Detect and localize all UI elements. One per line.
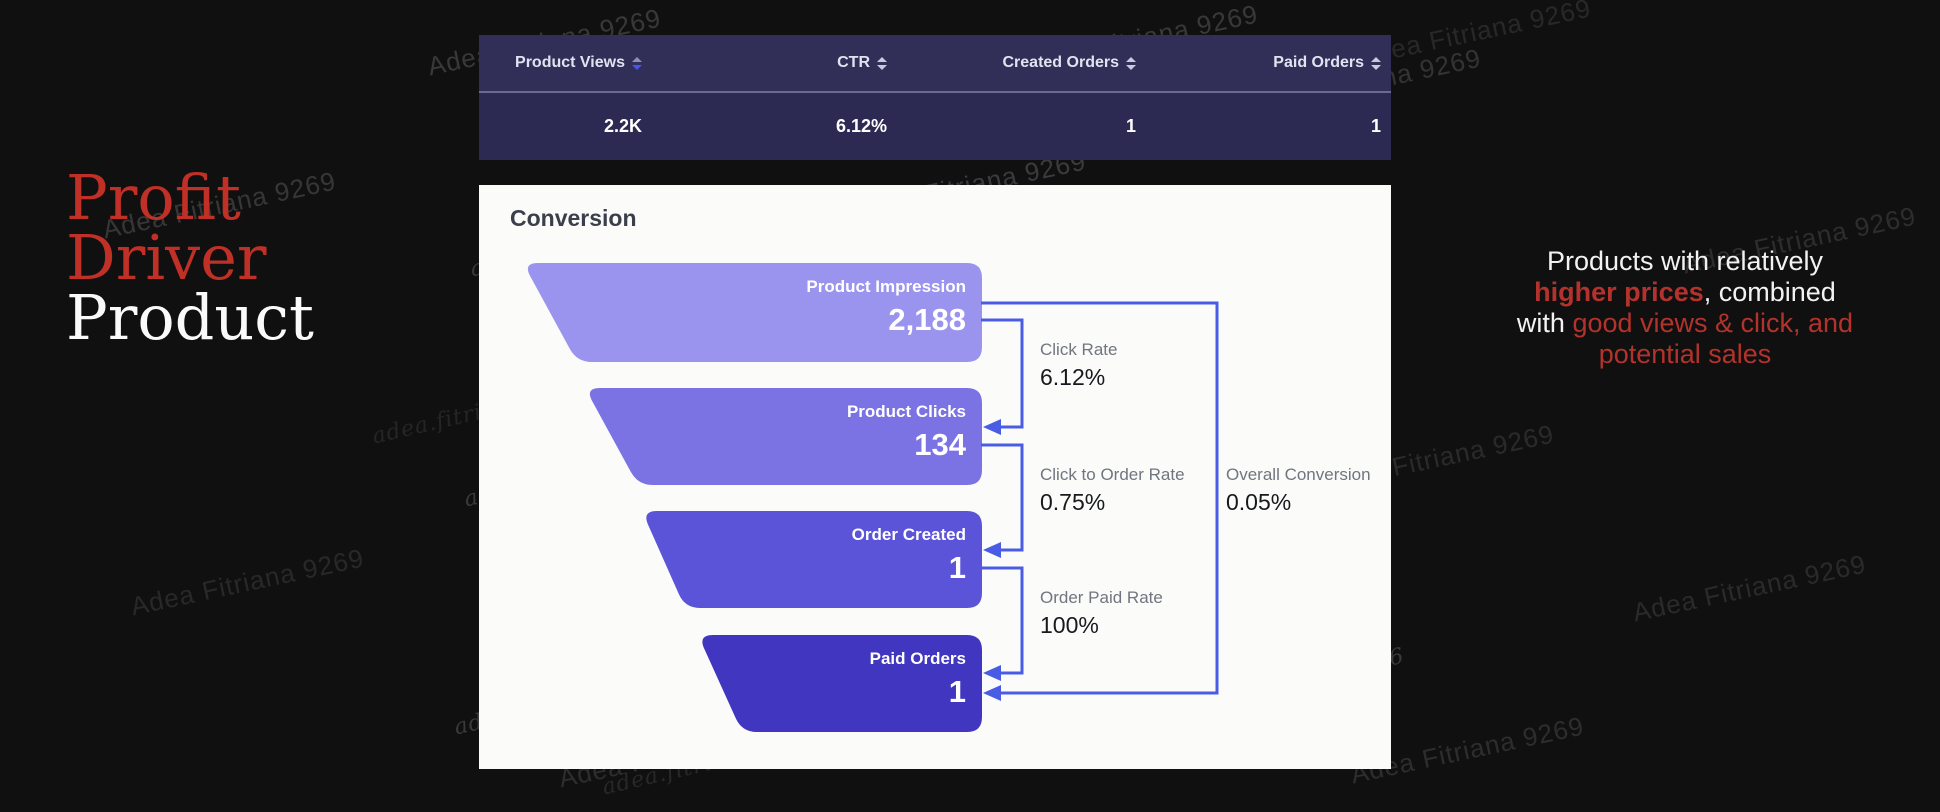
arrow-left-icon — [983, 665, 1001, 681]
column-header-label: Created Orders — [1002, 54, 1120, 72]
funnel-stage-paid-orders: Paid Orders 1 — [870, 649, 966, 710]
funnel-bracket-line — [981, 318, 1024, 429]
rate-value: 100% — [1040, 612, 1099, 638]
annotation-highlight-text: higher prices — [1534, 277, 1704, 307]
annotation-line: with good views & click, and — [1430, 308, 1940, 339]
table-row: 2.2K 6.12% 1 1 — [479, 93, 1391, 160]
sort-icon[interactable] — [1371, 56, 1381, 70]
funnel-stage-order-created: Order Created 1 — [852, 525, 966, 586]
stage-label: Paid Orders — [869, 649, 966, 668]
funnel-stage-shape — [646, 511, 982, 608]
arrow-left-icon — [983, 685, 1001, 701]
sort-icon[interactable] — [877, 56, 887, 70]
cell-product-views: 2.2K — [603, 116, 642, 137]
watermark-text: Adea Fitriana 9269 — [128, 542, 367, 622]
rate-value: 0.75% — [1040, 489, 1106, 515]
funnel-stage-product-impression: Product Impression 2,188 — [806, 277, 966, 338]
column-header-paid-orders[interactable]: Paid Orders — [1146, 54, 1391, 72]
column-header-ctr[interactable]: CTR — [652, 54, 897, 72]
funnel-stage-shape — [527, 263, 982, 362]
insight-annotation: Products with relatively higher prices, c… — [1430, 246, 1940, 370]
cell-created-orders: 1 — [1125, 116, 1136, 137]
arrow-left-icon — [983, 542, 1001, 558]
metrics-table: Product Views CTR Created Orders Paid Or… — [479, 35, 1391, 160]
rate-value: 6.12% — [1040, 364, 1106, 390]
title-line-driver: Driver — [66, 221, 267, 294]
column-header-product-views[interactable]: Product Views — [479, 54, 652, 72]
annotation-line: potential sales — [1430, 339, 1940, 370]
stage-label: Product Impression — [806, 277, 966, 296]
rate-value: 0.05% — [1226, 489, 1292, 515]
page-title: Profit Driver Product — [66, 161, 314, 354]
sort-icon[interactable] — [1126, 56, 1136, 70]
rate-click-rate: Click Rate 6.12% — [1040, 340, 1117, 391]
sort-icon[interactable] — [632, 56, 642, 70]
rate-overall-conversion: Overall Conversion 0.05% — [1226, 465, 1371, 516]
title-line-profit: Profit — [66, 161, 241, 234]
annotation-text: , combined — [1703, 277, 1836, 307]
stage-value: 134 — [914, 427, 966, 462]
column-header-label: CTR — [837, 54, 870, 72]
annotation-text: Products with relatively — [1546, 246, 1824, 276]
funnel-bracket-line — [981, 566, 1024, 675]
cell-paid-orders: 1 — [1370, 116, 1381, 137]
rate-label: Overall Conversion — [1226, 465, 1371, 484]
stage-value: 2,188 — [888, 302, 966, 337]
stage-value: 1 — [948, 674, 966, 709]
annotation-text: with — [1516, 308, 1573, 338]
funnel-stage-product-clicks: Product Clicks 134 — [847, 402, 966, 463]
funnel-stage-shape — [589, 388, 982, 485]
annotation-highlight-text: potential sales — [1598, 339, 1772, 369]
stage-value: 1 — [948, 550, 966, 585]
arrow-left-icon — [983, 419, 1001, 435]
annotation-highlight-text: good views & click, and — [1572, 308, 1854, 338]
funnel-stage-shape — [702, 635, 982, 732]
table-header-divider — [479, 91, 1391, 94]
watermark-text: Adea Fitriana 9269 — [1630, 548, 1869, 628]
rate-click-to-order: Click to Order Rate 0.75% — [1040, 465, 1185, 516]
rate-label: Order Paid Rate — [1040, 588, 1163, 607]
annotation-line: higher prices, combined — [1430, 277, 1940, 308]
rate-label: Click Rate — [1040, 340, 1118, 359]
funnel-chart — [527, 263, 1219, 732]
cell-ctr: 6.12% — [835, 116, 887, 137]
stage-label: Product Clicks — [846, 402, 966, 421]
funnel-bracket-line — [981, 301, 1219, 695]
title-line-product: Product — [66, 281, 314, 354]
annotation-line: Products with relatively — [1430, 246, 1940, 277]
column-header-label: Paid Orders — [1273, 54, 1364, 72]
rate-label: Click to Order Rate — [1040, 465, 1185, 484]
funnel-bracket-line — [981, 443, 1024, 552]
conversion-panel: Conversion Product Impression 2,188 Prod… — [479, 185, 1391, 769]
rate-order-paid: Order Paid Rate 100% — [1040, 588, 1163, 639]
metrics-table-header: Product Views CTR Created Orders Paid Or… — [479, 35, 1391, 92]
column-header-label: Product Views — [515, 54, 625, 72]
chart-title: Conversion — [510, 205, 637, 231]
column-header-created-orders[interactable]: Created Orders — [897, 54, 1146, 72]
stage-label: Order Created — [851, 525, 966, 544]
